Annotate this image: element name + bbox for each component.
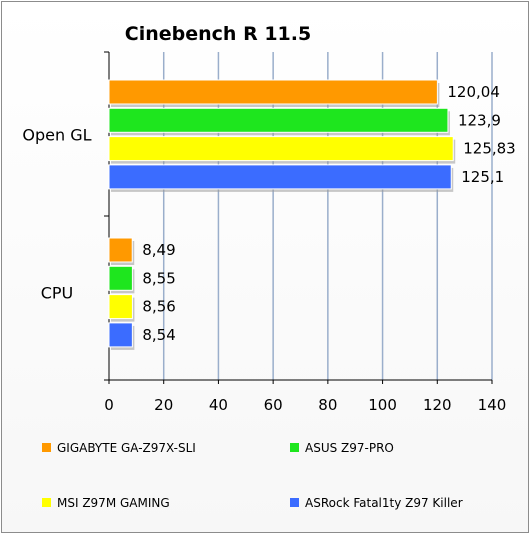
bar-0-0 [108,79,438,105]
x-tick-label: 60 [264,396,283,414]
legend-entry: MSI Z97M GAMING [57,496,170,510]
legend-entry: GIGABYTE GA-Z97X-SLI [57,441,196,455]
x-tick-label: 140 [478,396,507,414]
x-tick-label: 80 [318,396,337,414]
bar-1-1 [108,265,133,291]
bar-1-0 [108,237,133,263]
x-tick-label: 20 [154,396,173,414]
bar-0-1 [108,107,449,133]
bar-1-2 [108,294,133,320]
data-label: 125,83 [463,140,516,158]
legend-swatch [42,443,51,452]
bar-0-3 [108,164,452,190]
data-label: 8,49 [142,241,175,259]
x-tick-label: 120 [423,396,452,414]
data-label: 8,54 [142,326,175,344]
legend-swatch [290,498,299,507]
data-label: 120,04 [447,83,500,101]
bar-1-3 [108,322,133,348]
data-label: 123,9 [458,111,501,129]
data-label: 125,1 [461,168,504,186]
bar-0-2 [108,136,454,162]
chart-title: Cinebench R 11.5 [125,23,311,45]
x-tick-label: 100 [368,396,397,414]
legend-entry: ASRock Fatal1ty Z97 Killer [305,496,463,510]
x-tick-label: 40 [209,396,228,414]
x-tick-label: 0 [104,396,114,414]
legend-swatch [42,498,51,507]
legend-entry: ASUS Z97-PRO [305,441,394,455]
data-label: 8,56 [142,298,175,316]
category-label: Open GL [22,126,91,145]
data-label: 8,55 [142,269,175,287]
category-label: CPU [41,284,74,303]
legend-swatch [290,443,299,452]
